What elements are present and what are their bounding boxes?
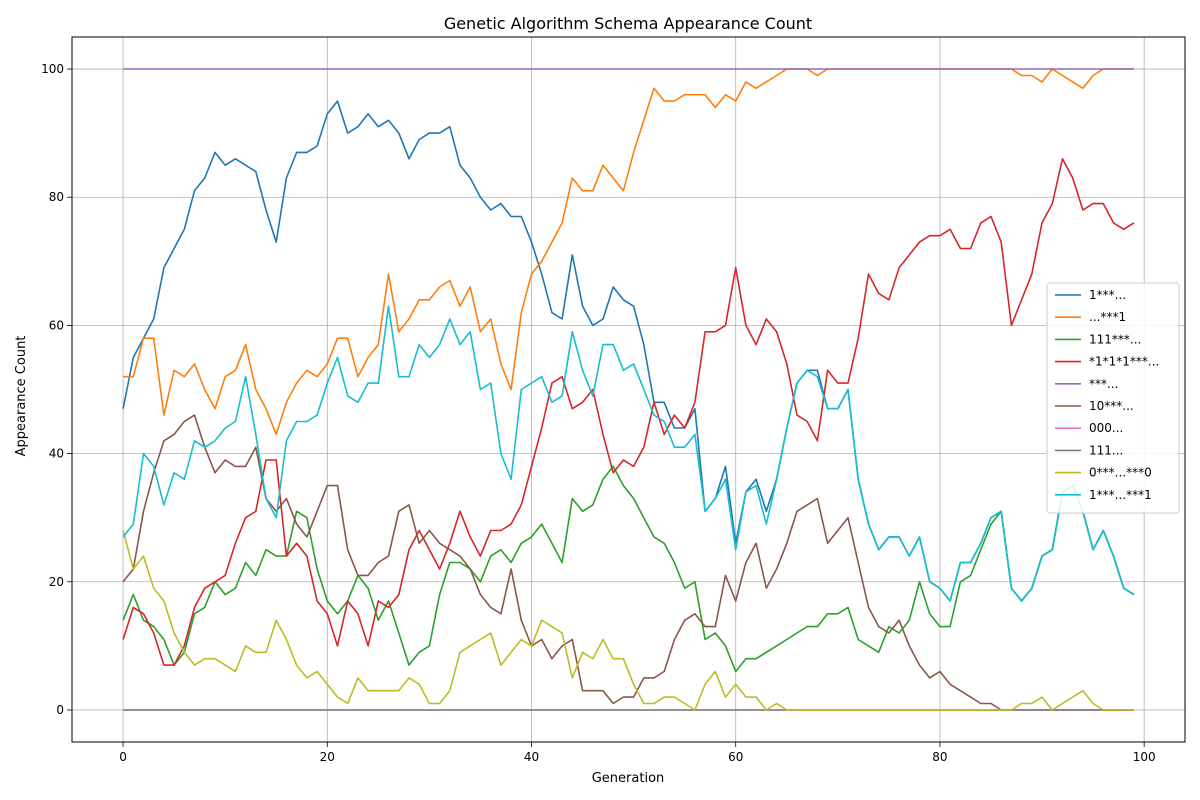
x-tick-label: 40 — [524, 750, 539, 764]
y-tick-label: 60 — [49, 318, 64, 332]
y-tick-label: 80 — [49, 190, 64, 204]
y-tick-label: 20 — [49, 575, 64, 589]
legend-label: 1***... — [1089, 288, 1126, 302]
series-line — [122, 465, 1135, 673]
y-tick-label: 0 — [56, 703, 64, 717]
legend-label: 1***...***1 — [1089, 488, 1152, 502]
legend-label: 10***... — [1089, 399, 1134, 413]
x-axis-label: Generation — [592, 771, 665, 786]
y-tick-label: 100 — [41, 62, 64, 76]
series-line — [122, 305, 1135, 602]
axis-ticks: 0 20 40 60 80 100 0 20 40 60 80 100 — [41, 62, 1156, 764]
series-line — [122, 530, 1134, 711]
legend-label: ***... — [1089, 377, 1118, 391]
legend-box — [1046, 282, 1180, 514]
legend-label: 000... — [1089, 421, 1123, 435]
series-line — [122, 158, 1135, 666]
legend: 1***... ...***1 111***... *1*1*1***... ***..… — [1046, 282, 1180, 514]
series-lines — [122, 68, 1135, 711]
legend-label: 111***... — [1089, 332, 1141, 346]
plot-frame — [71, 36, 1186, 743]
x-tick-label: 80 — [932, 750, 947, 764]
series-line — [122, 414, 1134, 711]
y-tick-label: 40 — [49, 447, 64, 461]
legend-label: ...***1 — [1089, 310, 1126, 324]
legend-label: 111... — [1089, 443, 1123, 457]
chart-title: Genetic Algorithm Schema Appearance Coun… — [444, 14, 812, 33]
x-tick-label: 100 — [1133, 750, 1156, 764]
legend-label: *1*1*1***... — [1089, 355, 1159, 369]
x-tick-label: 20 — [320, 750, 335, 764]
y-axis-label: Appearance Count — [14, 336, 29, 457]
legend-label: 0***...***0 — [1089, 466, 1152, 480]
x-tick-label: 60 — [728, 750, 743, 764]
x-tick-label: 0 — [119, 750, 127, 764]
